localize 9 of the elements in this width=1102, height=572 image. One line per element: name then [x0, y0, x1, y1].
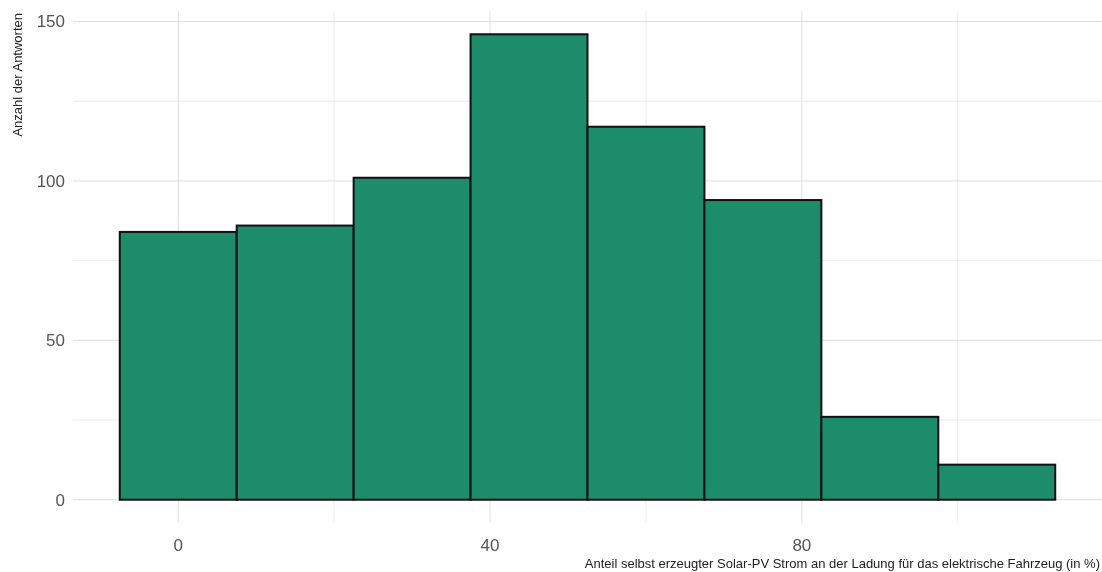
- y-tick-label: 100: [36, 171, 65, 191]
- y-tick-label: 150: [36, 12, 65, 32]
- y-axis-title: Anzahl der Antworten: [10, 13, 25, 137]
- y-tick-label: 50: [46, 331, 65, 351]
- x-axis-title: Anteil selbst erzeugter Solar-PV Strom an der Ladung für das elektrische Fahrzeug (in %): [584, 556, 1100, 571]
- y-tick-label: 0: [55, 490, 65, 510]
- x-tick-label: 0: [173, 536, 183, 555]
- x-tick-label: 40: [480, 536, 500, 555]
- x-tick-label: 80: [792, 536, 812, 555]
